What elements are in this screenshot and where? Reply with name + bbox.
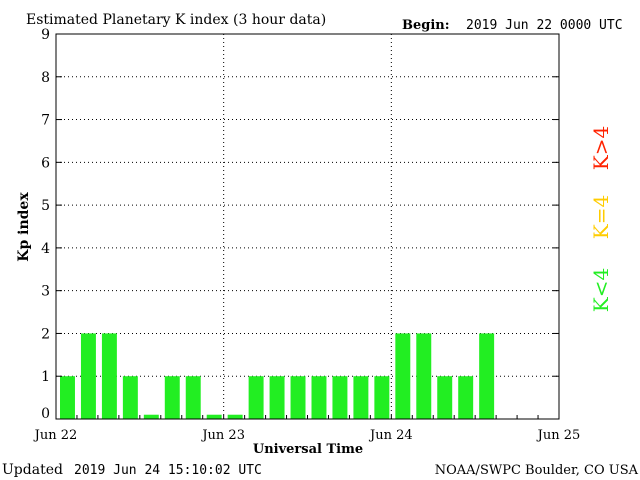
updated-value: 2019 Jun 24 15:10:02 UTC xyxy=(74,463,262,478)
legend-entry: K<4 xyxy=(589,268,613,312)
y-tick-label: 1 xyxy=(41,369,50,385)
kp-bar xyxy=(458,376,474,419)
chart-title: Estimated Planetary K index (3 hour data… xyxy=(26,12,326,28)
begin-label: Begin: xyxy=(402,18,450,33)
kp-bar xyxy=(248,376,264,419)
kp-bar xyxy=(206,414,222,419)
kp-bar xyxy=(290,376,306,419)
kp-bar xyxy=(122,376,138,419)
begin-value: 2019 Jun 22 0000 UTC xyxy=(466,18,623,33)
kp-bar xyxy=(332,376,348,419)
updated-label: Updated xyxy=(2,462,63,478)
y-tick-label: 5 xyxy=(41,198,50,214)
y-tick-label: 0 xyxy=(41,406,50,422)
bars xyxy=(60,333,495,419)
y-tick-label: 8 xyxy=(41,70,50,86)
legend: K<4 K=4 K>4 xyxy=(589,126,613,312)
kp-bar xyxy=(101,333,117,419)
y-tick-label: 9 xyxy=(41,27,50,43)
grid-lines xyxy=(56,34,559,419)
y-tick-label: 7 xyxy=(41,113,50,129)
y-tick-label: 6 xyxy=(41,155,50,171)
y-tick-label: 2 xyxy=(41,326,50,342)
legend-entry: K=4 xyxy=(589,195,613,239)
kp-bar xyxy=(395,333,411,419)
x-axis-label: Universal Time xyxy=(253,442,363,457)
x-tick-label: Jun 25 xyxy=(536,428,581,443)
legend-entry: K>4 xyxy=(589,126,613,170)
kp-bar xyxy=(437,376,453,419)
kp-bar xyxy=(164,376,180,419)
x-axis-ticks: Jun 22 Jun 23 Jun 24 Jun 25 xyxy=(33,415,581,443)
y-tick-label: 3 xyxy=(41,284,50,300)
y-axis-label: Kp index xyxy=(16,192,32,262)
x-tick-label: Jun 24 xyxy=(368,428,413,443)
kp-bar xyxy=(185,376,201,419)
kp-bar xyxy=(143,414,159,419)
kp-bar xyxy=(416,333,432,419)
kp-bar xyxy=(374,376,390,419)
kp-bar xyxy=(479,333,495,419)
x-tick-label: Jun 23 xyxy=(200,428,245,443)
kp-bar xyxy=(353,376,369,419)
kp-bar xyxy=(227,414,243,419)
kp-bar xyxy=(60,376,75,419)
kp-bar xyxy=(80,333,96,419)
source-credit: NOAA/SWPC Boulder, CO USA xyxy=(435,463,639,478)
kp-bar xyxy=(311,376,327,419)
kp-bar xyxy=(269,376,285,419)
y-axis-ticks: 0 1 2 3 4 5 6 7 8 9 xyxy=(41,27,559,422)
y-tick-label: 4 xyxy=(41,241,50,257)
x-tick-label: Jun 22 xyxy=(33,428,78,443)
